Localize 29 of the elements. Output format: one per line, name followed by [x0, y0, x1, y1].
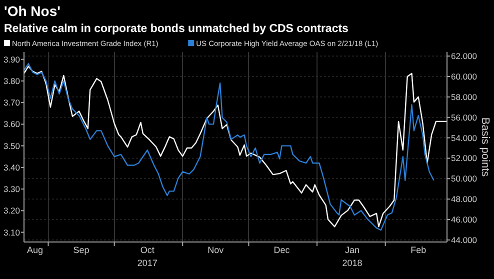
y-tick-label: 3.50	[3, 140, 20, 151]
chart-subtitle: Relative calm in corporate bonds unmatched by CDS contracts	[4, 23, 348, 35]
y2-tick-label: 62.000	[451, 51, 478, 62]
y2-tick-label: 46.000	[451, 214, 478, 225]
y2-tick-label: 52.000	[451, 153, 478, 164]
y-tick-label: 3.90	[3, 54, 20, 64]
y-tick-label: 3.20	[3, 206, 20, 216]
y2-tick-label: 60.000	[451, 72, 478, 82]
x-tick-label: Dec	[274, 245, 290, 255]
y-tick-label: 3.40	[3, 162, 20, 172]
x-tick-label: Aug	[27, 245, 44, 255]
chart-title: 'Oh Nos'	[4, 3, 60, 19]
y2-tick-label: 56.000	[451, 112, 478, 122]
y2-axis-title: Basis points	[479, 117, 491, 178]
y2-tick-label: 48.000	[451, 194, 478, 204]
y-tick-label: 3.60	[3, 119, 20, 130]
x-tick-label: Sep	[73, 245, 90, 255]
y2-tick-label: 44.000	[451, 234, 478, 245]
y-tick-label: 3.10	[3, 227, 20, 238]
x-tick-label: Jan 2018	[342, 245, 362, 268]
y2-tick-label: 50.000	[451, 174, 478, 184]
y-tick-label: 3.30	[3, 184, 20, 194]
x-tick-label: Oct 2017	[137, 245, 158, 268]
y2-tick-label: 58.000	[451, 92, 478, 102]
y-tick-label: 3.80	[3, 76, 20, 86]
x-tick-label: Nov	[208, 245, 224, 255]
y-tick-label: 3.70	[3, 98, 20, 108]
x-tick-label: Feb	[410, 245, 426, 255]
y2-tick-label: 54.000	[451, 132, 478, 143]
